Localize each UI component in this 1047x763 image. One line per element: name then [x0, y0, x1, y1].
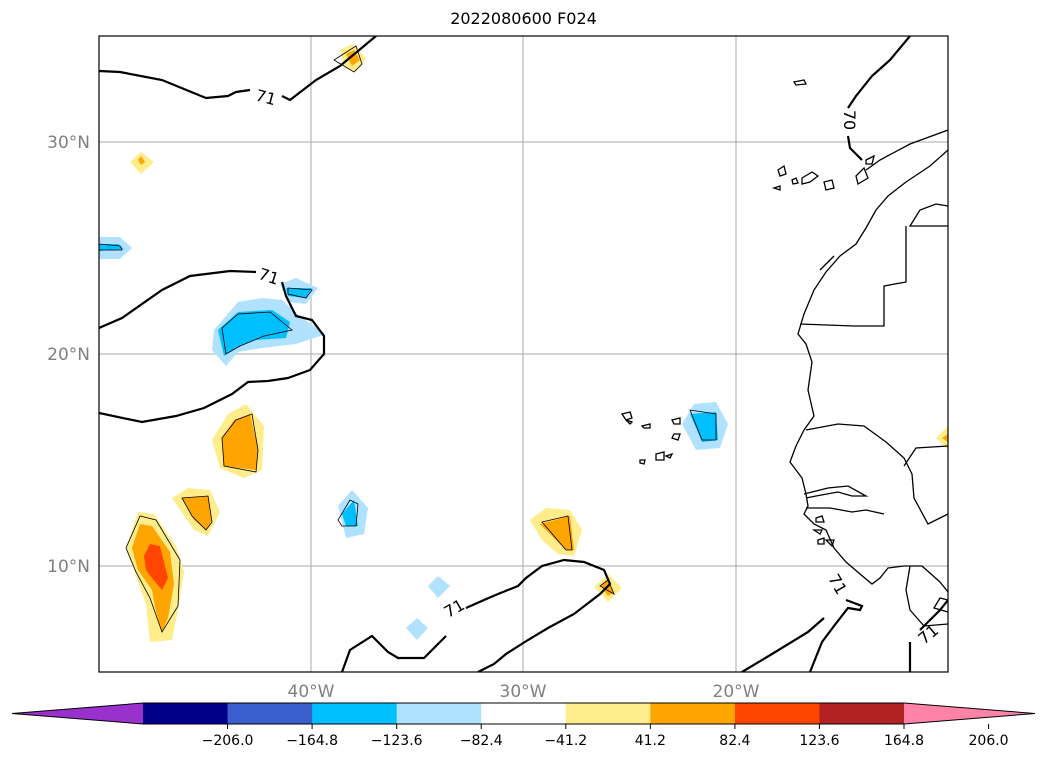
thin-contour-lines: [99, 45, 717, 633]
contour-label: 71: [254, 86, 279, 110]
negative-anomaly-area: [428, 576, 450, 598]
colorbar-label: 41.2: [635, 733, 666, 749]
colorbar-extend-low: [12, 703, 143, 724]
colorbar-swatch: [312, 703, 398, 724]
height-contours: [99, 36, 948, 672]
longitude-labels: 40°W 30°W 20°W: [288, 682, 760, 702]
positive-anomaly-area: [346, 50, 360, 66]
lat-label-30n: 30°N: [47, 133, 90, 153]
colorbar-swatch: [227, 703, 313, 724]
coastlines: [620, 79, 948, 627]
positive-anomaly-area: [182, 496, 212, 530]
lon-label-40w: 40°W: [288, 682, 335, 702]
filled-contours: [99, 44, 948, 642]
colorbar-label: 206.0: [969, 733, 1009, 749]
lat-label-10n: 10°N: [47, 557, 90, 577]
colorbar-label: −123.6: [371, 733, 423, 749]
positive-anomaly-area: [222, 414, 258, 470]
colorbar-swatch: [819, 703, 905, 724]
colorbar-label: −82.4: [460, 733, 503, 749]
colorbar-label: 123.6: [799, 733, 839, 749]
colorbar-label: −206.0: [202, 733, 254, 749]
colorbar-swatch: [734, 703, 820, 724]
lon-label-20w: 20°W: [713, 682, 760, 702]
negative-anomaly-area: [286, 288, 312, 298]
negative-anomaly-area: [342, 500, 358, 526]
map-frame: [98, 35, 949, 673]
map-title: 2022080600 F024: [450, 9, 597, 28]
colorbar-extend-high: [904, 703, 1035, 724]
colorbar-label: 82.4: [719, 733, 750, 749]
latitude-labels: 30°N 20°N 10°N: [47, 133, 90, 577]
colorbar-outline: [11, 702, 1036, 725]
colorbar-swatch: [143, 703, 229, 724]
negative-anomaly-area: [406, 618, 428, 640]
positive-anomaly-area: [540, 516, 574, 550]
positive-anomaly-area: [138, 156, 145, 165]
colorbar-swatch: [650, 703, 736, 724]
lat-label-20n: 20°N: [47, 345, 90, 365]
negative-anomaly-area: [690, 412, 718, 442]
contour-label: 70: [840, 110, 859, 130]
colorbar-label: −164.8: [286, 733, 338, 749]
map-gridlines: [99, 36, 948, 672]
colorbar-swatch: [396, 703, 482, 724]
positive-anomaly-area: [942, 434, 948, 442]
colorbar-swatch: [565, 703, 651, 724]
colorbar: −206.0 −164.8 −123.6 −82.4 −41.2 41.2 82.4 123.…: [11, 702, 1036, 749]
colorbar-swatch: [481, 703, 567, 724]
lon-label-30w: 30°W: [500, 682, 547, 702]
colorbar-label: −41.2: [544, 733, 587, 749]
negative-anomaly-area: [218, 310, 290, 356]
positive-anomaly-area: [144, 544, 168, 590]
colorbar-label: 164.8: [884, 733, 924, 749]
